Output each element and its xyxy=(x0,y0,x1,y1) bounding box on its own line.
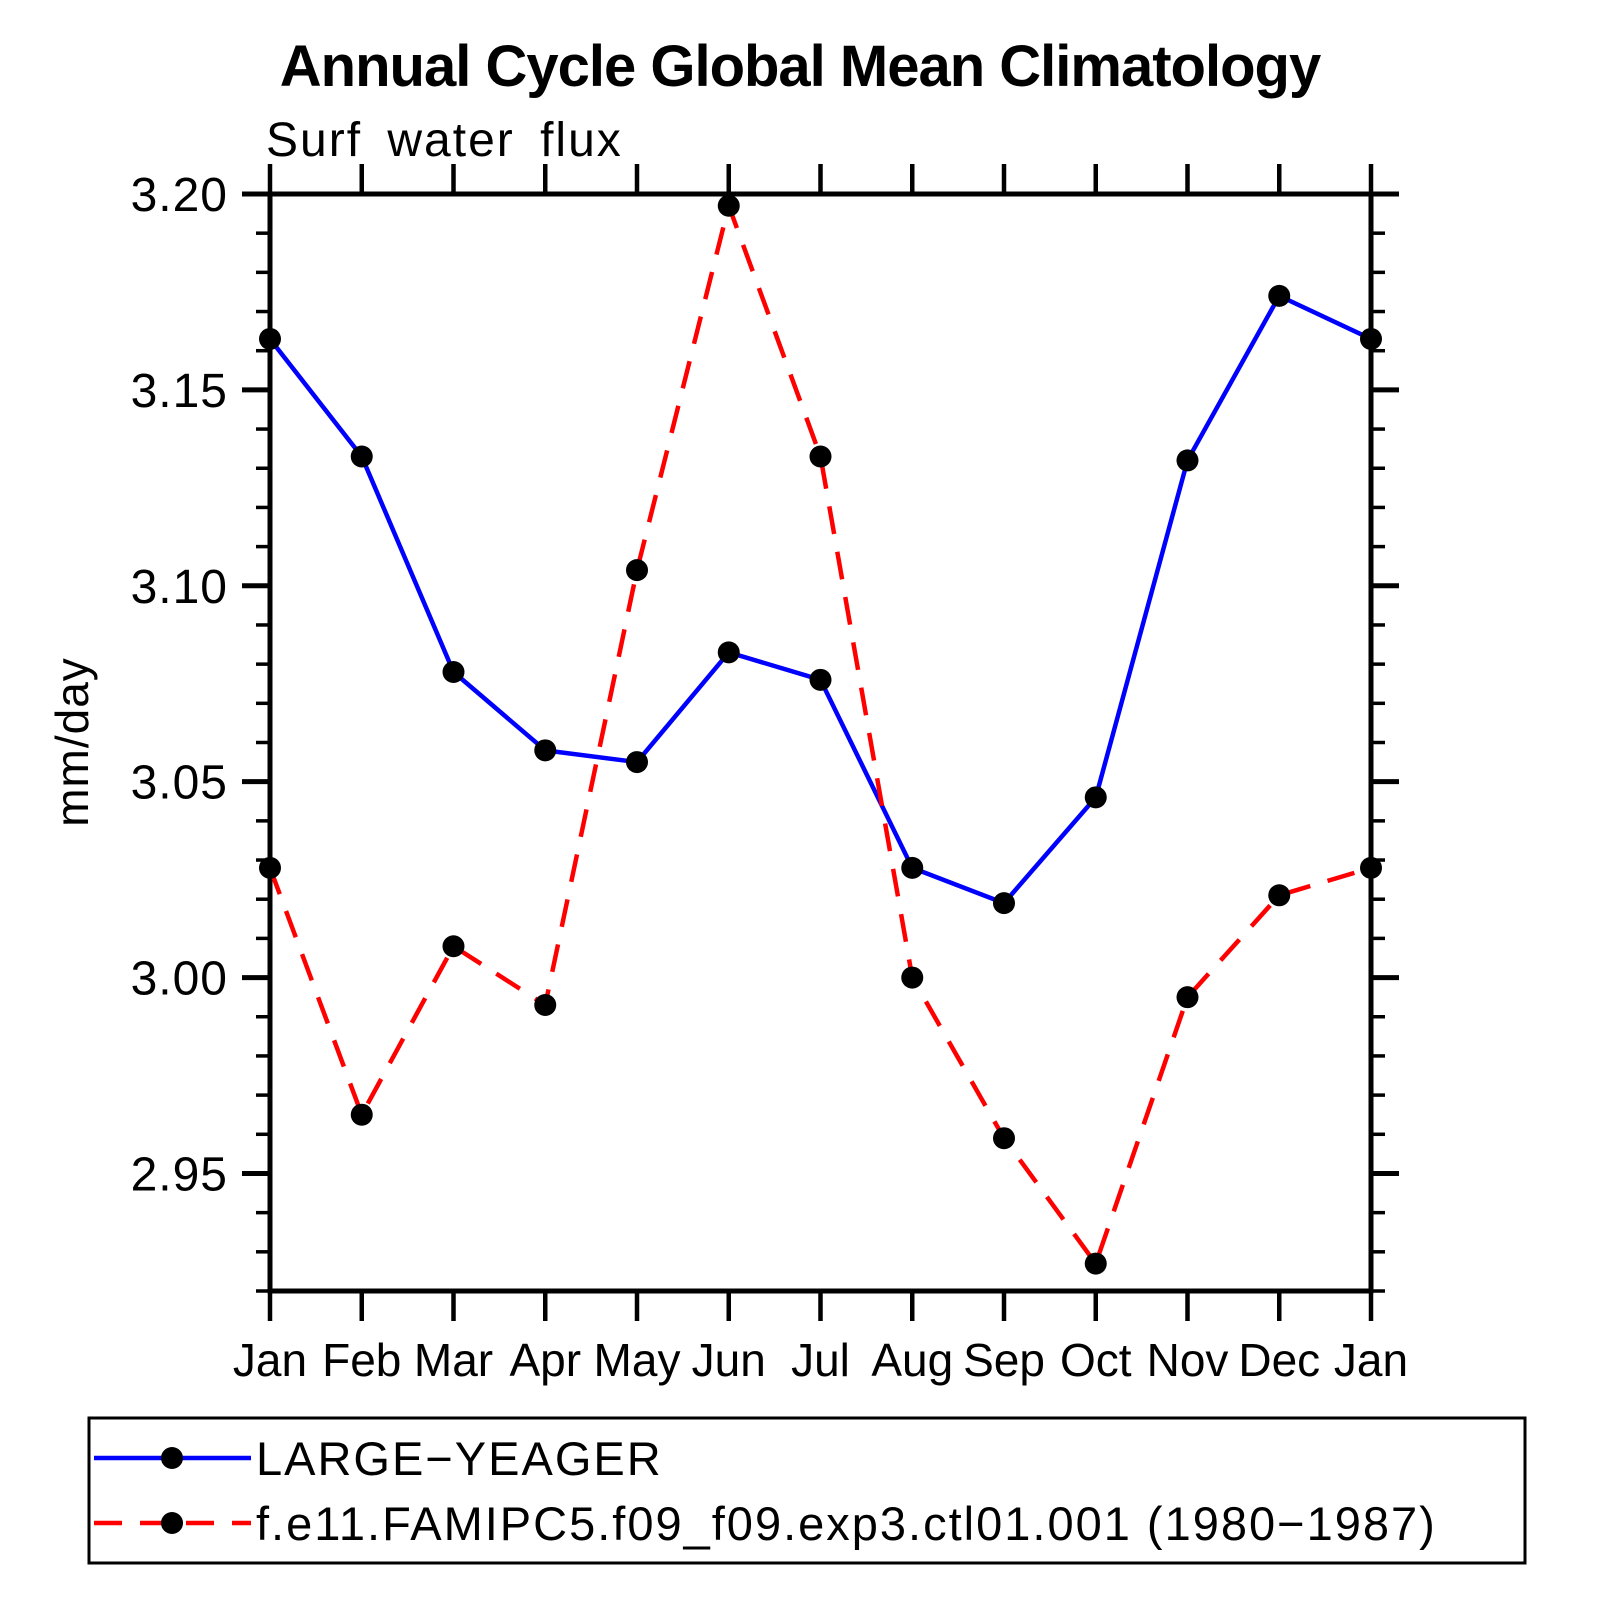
data-point-marker xyxy=(1176,986,1199,1009)
x-axis-month-label: Nov xyxy=(1147,1334,1229,1386)
x-axis-month-label: Mar xyxy=(414,1334,493,1386)
x-axis-month-label: Jan xyxy=(233,1334,307,1386)
data-point-marker xyxy=(534,993,557,1016)
legend-box xyxy=(87,1416,1527,1565)
x-axis-month-label: Jan xyxy=(1334,1334,1408,1386)
data-point-marker xyxy=(442,935,465,958)
data-point-marker xyxy=(993,1127,1015,1150)
data-point-marker xyxy=(901,966,924,989)
data-point-marker xyxy=(259,856,281,879)
legend-marker-1 xyxy=(161,1512,183,1534)
data-point-marker xyxy=(1360,327,1382,350)
chart-title: Annual Cycle Global Mean Climatology xyxy=(280,34,1321,99)
x-axis-month-label: Jul xyxy=(791,1334,850,1386)
x-axis-month-label: Feb xyxy=(322,1334,401,1386)
x-axis-month-label: Jun xyxy=(692,1334,766,1386)
legend-marker-0 xyxy=(161,1447,183,1469)
series-line-1 xyxy=(267,203,1372,1266)
x-axis-month-label: Oct xyxy=(1060,1334,1132,1386)
chart-subtitle: Surf water flux xyxy=(266,114,623,167)
data-point-marker xyxy=(901,856,924,879)
x-axis-month-label: Apr xyxy=(509,1334,581,1386)
legend-label-1: f.e11.FAMIPC5.f09_f09.exp3.ctl01.001 (19… xyxy=(256,1497,1437,1550)
data-point-marker xyxy=(717,194,740,217)
data-point-marker xyxy=(350,445,373,468)
data-point-marker xyxy=(1084,786,1107,809)
y-axis-title: mm/day xyxy=(46,657,98,827)
data-point-marker xyxy=(350,1103,373,1126)
data-point-marker xyxy=(534,739,557,762)
data-point-marker xyxy=(993,892,1015,915)
legend: LARGE−YEAGER f.e11.FAMIPC5.f09_f09.exp3.c… xyxy=(87,1416,1527,1565)
data-point-marker xyxy=(259,327,281,350)
data-point-marker xyxy=(442,660,465,683)
data-point-marker xyxy=(1268,284,1291,307)
legend-label-0: LARGE−YEAGER xyxy=(256,1432,663,1485)
y-axis-tick-label: 3.00 xyxy=(131,953,228,1006)
data-point-marker xyxy=(717,641,740,664)
data-point-marker xyxy=(1176,449,1199,472)
y-axis-tick-label: 2.95 xyxy=(131,1148,228,1201)
y-axis-tick-label: 3.05 xyxy=(131,757,228,810)
y-axis-tick-label: 3.20 xyxy=(131,169,228,222)
y-axis-tick-label: 3.10 xyxy=(131,561,228,614)
data-point-marker xyxy=(626,751,648,774)
x-axis-month-label: Sep xyxy=(963,1334,1045,1386)
x-axis-month-label: Aug xyxy=(871,1334,953,1386)
data-point-marker xyxy=(809,668,832,691)
y-axis-tick-label: 3.15 xyxy=(131,365,228,418)
data-point-marker xyxy=(1084,1252,1107,1275)
data-point-marker xyxy=(1268,884,1291,907)
plot-frame xyxy=(267,191,1374,1294)
series-line-0 xyxy=(268,293,1372,906)
data-point-marker xyxy=(1360,856,1382,879)
data-point-marker xyxy=(626,559,648,582)
data-point-marker xyxy=(809,445,832,468)
x-axis-month-label: Dec xyxy=(1238,1334,1320,1386)
x-axis-month-label: May xyxy=(594,1334,681,1386)
